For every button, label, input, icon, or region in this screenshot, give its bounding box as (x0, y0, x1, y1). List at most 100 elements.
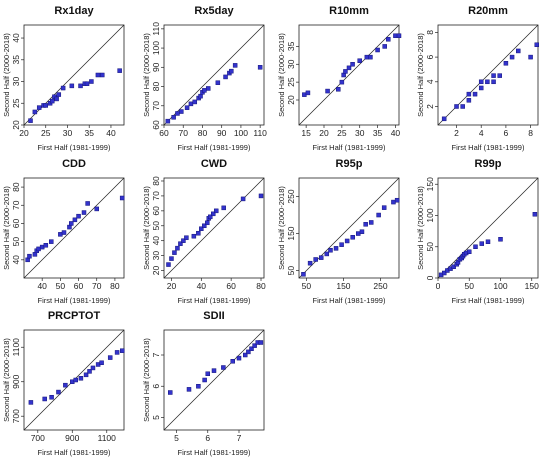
y-tick-label: 6 (425, 54, 435, 59)
y-tick-label: 100 (151, 41, 161, 55)
data-point (196, 384, 201, 389)
one-to-one-line (163, 329, 265, 431)
data-point (451, 264, 456, 269)
data-point (114, 350, 120, 355)
x-tick-label: 6 (205, 433, 210, 443)
data-point (184, 105, 190, 110)
data-point (56, 389, 61, 395)
data-point (119, 195, 125, 201)
y-tick-label: 80 (151, 82, 161, 92)
data-point (208, 214, 213, 220)
data-point (472, 91, 478, 97)
x-tick-label: 110 (253, 128, 267, 138)
x-tick-label: 150 (525, 281, 539, 291)
data-point (94, 206, 99, 212)
data-point (85, 201, 90, 206)
y-tick-label: 700 (11, 409, 21, 423)
data-point (394, 197, 400, 203)
one-to-one-line (298, 177, 400, 279)
data-point (350, 235, 355, 240)
data-point (184, 235, 189, 240)
data-point (485, 239, 491, 244)
panel-title: CDD (62, 158, 86, 170)
plot-frame (437, 177, 539, 279)
data-point (252, 343, 257, 348)
data-point (344, 238, 350, 244)
y-tick-label: 8 (425, 30, 435, 35)
data-point (381, 205, 387, 210)
data-point (28, 118, 33, 123)
data-point (165, 118, 171, 124)
data-point (232, 63, 238, 68)
x-tick-label: 7 (237, 433, 242, 443)
x-tick-label: 20 (19, 128, 29, 138)
data-point (491, 73, 496, 78)
data-point (479, 241, 484, 246)
x-axis-label: First Half (1981-1999) (38, 296, 111, 305)
x-tick-label: 50 (302, 281, 312, 291)
data-point (396, 33, 402, 38)
data-point (515, 48, 521, 54)
data-point (205, 371, 210, 376)
data-point (84, 81, 90, 86)
scatter-panel-rx1day: Rx1day 20 25 30 35 40 20 25 30 35 40 First Half (19… (2, 5, 125, 152)
data-point (246, 349, 251, 355)
x-tick-label: 0 (436, 281, 441, 291)
data-point (467, 249, 472, 254)
data-point (386, 37, 391, 42)
x-axis-label: First Half (1981-1999) (178, 448, 251, 457)
x-tick-label: 40 (37, 281, 47, 291)
data-point (56, 92, 62, 97)
data-point (478, 79, 484, 85)
y-axis-label: Second Half (2000-2018) (2, 338, 11, 422)
panel-title: R99p (475, 158, 502, 170)
data-point (339, 242, 344, 247)
data-point (89, 79, 94, 84)
x-tick-label: 100 (234, 128, 248, 138)
data-point (357, 58, 362, 63)
one-to-one-line (298, 24, 400, 126)
y-tick-label: 20 (11, 120, 21, 130)
x-axis-label: First Half (1981-1999) (178, 296, 251, 305)
plot-frame (163, 329, 265, 431)
data-point (376, 212, 381, 218)
data-point (199, 226, 204, 231)
y-tick-label: 70 (151, 191, 161, 201)
y-tick-label: 4 (425, 79, 435, 84)
data-point (213, 208, 219, 214)
panel-title: CWD (201, 158, 227, 170)
data-point (172, 250, 177, 255)
x-tick-label: 15 (301, 128, 311, 138)
x-tick-label: 80 (256, 281, 266, 291)
x-tick-label: 70 (92, 281, 102, 291)
x-tick-label: 50 (465, 281, 475, 291)
data-point (391, 199, 396, 205)
data-point (223, 74, 228, 80)
y-tick-label: 110 (151, 22, 161, 36)
one-to-one-line (163, 177, 265, 279)
panel-title: Rx1day (54, 5, 94, 17)
y-tick-label: 70 (151, 101, 161, 111)
data-point (178, 241, 183, 246)
y-tick-label: 50 (286, 266, 296, 276)
data-point (534, 42, 540, 48)
data-point (240, 196, 246, 202)
data-point (87, 369, 92, 374)
panel-title: R95p (336, 158, 363, 170)
data-point (202, 377, 207, 383)
x-axis-label: First Half (1981-1999) (313, 143, 386, 152)
one-to-one-line (437, 24, 539, 126)
plot-frame (298, 177, 400, 279)
x-tick-label: 30 (355, 128, 365, 138)
data-point (179, 109, 184, 114)
y-tick-label: 50 (11, 237, 21, 247)
data-point (181, 238, 186, 243)
x-tick-label: 25 (41, 128, 51, 138)
data-point (509, 54, 515, 60)
y-tick-label: 35 (11, 55, 21, 65)
data-point (90, 365, 96, 371)
x-tick-label: 150 (336, 281, 350, 291)
data-point (478, 85, 484, 91)
y-tick-label: 50 (151, 221, 161, 231)
